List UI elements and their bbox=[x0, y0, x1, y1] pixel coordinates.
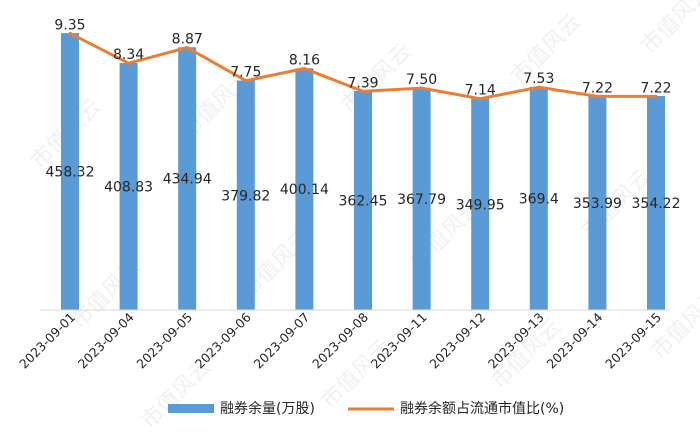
line-label-2023-09-06: 7.75 bbox=[230, 65, 261, 81]
bar-label-2023-09-13: 369.4 bbox=[519, 191, 559, 207]
line-point-2023-09-11 bbox=[420, 86, 424, 90]
line-point-2023-09-06 bbox=[244, 79, 248, 83]
bar-label-2023-09-11: 367.79 bbox=[397, 192, 446, 208]
bar-2023-09-06 bbox=[236, 80, 255, 310]
line-point-2023-09-04 bbox=[127, 61, 131, 65]
line-label-2023-09-07: 8.16 bbox=[289, 53, 320, 69]
legend-bar-label: 融券余量(万股) bbox=[220, 400, 315, 417]
line-label-2023-09-14: 7.22 bbox=[582, 80, 613, 96]
bar-label-2023-09-05: 434.94 bbox=[163, 172, 212, 188]
x-tick-2023-09-06: 2023-09-06 bbox=[192, 309, 254, 371]
bar-series bbox=[61, 33, 665, 311]
legend: 融券余量(万股) 融券余额占流通市值比(%) bbox=[168, 400, 564, 417]
legend-bar-swatch bbox=[168, 404, 214, 413]
bar-label-2023-09-14: 353.99 bbox=[573, 196, 622, 212]
bar-label-2023-09-01: 458.32 bbox=[46, 165, 95, 181]
line-point-2023-09-15 bbox=[654, 94, 658, 98]
line-point-2023-09-08 bbox=[361, 89, 365, 93]
line-point-2023-09-12 bbox=[478, 97, 482, 101]
line-point-2023-09-14 bbox=[595, 94, 599, 98]
line-label-2023-09-05: 8.87 bbox=[172, 32, 203, 48]
bar-2023-09-15 bbox=[647, 95, 665, 310]
bar-label-2023-09-04: 408.83 bbox=[104, 179, 153, 195]
legend-line-label: 融券余额占流通市值比(%) bbox=[400, 400, 564, 417]
bar-label-2023-09-07: 400.14 bbox=[280, 182, 329, 198]
bar-2023-09-08 bbox=[354, 91, 372, 310]
bar-2023-09-01 bbox=[61, 33, 79, 311]
bar-2023-09-13 bbox=[529, 86, 548, 310]
x-tick-2023-09-07: 2023-09-07 bbox=[251, 310, 313, 372]
x-tick-2023-09-01: 2023-09-01 bbox=[16, 310, 78, 372]
bar-2023-09-05 bbox=[178, 47, 197, 310]
line-label-2023-09-13: 7.53 bbox=[523, 71, 554, 87]
bar-label-2023-09-12: 349.95 bbox=[456, 197, 505, 213]
bar-data-labels: 458.32 408.83 434.94 379.82 400.14 362.45 367.… bbox=[46, 165, 681, 214]
watermark-text: 市值风云 bbox=[637, 0, 700, 59]
x-tick-2023-09-05: 2023-09-05 bbox=[133, 310, 195, 372]
line-point-2023-09-01 bbox=[68, 31, 72, 35]
line-data-labels: 9.35 8.34 8.87 7.75 8.16 7.39 7.50 7.14 7.53 7.22… bbox=[54, 17, 671, 98]
bar-2023-09-12 bbox=[471, 98, 490, 311]
bar-label-2023-09-08: 362.45 bbox=[339, 194, 388, 210]
line-label-2023-09-15: 7.22 bbox=[640, 80, 671, 96]
bar-2023-09-04 bbox=[119, 62, 138, 311]
line-point-2023-09-05 bbox=[185, 46, 189, 50]
bar-2023-09-14 bbox=[588, 96, 607, 310]
bar-label-2023-09-15: 354.22 bbox=[632, 196, 681, 212]
x-tick-labels: 2023-09-012023-09-042023-09-052023-09-06… bbox=[16, 309, 664, 371]
line-point-2023-09-07 bbox=[302, 67, 306, 71]
x-tick-2023-09-12: 2023-09-12 bbox=[426, 310, 488, 372]
bar-2023-09-07 bbox=[295, 68, 314, 310]
line-label-2023-09-01: 9.35 bbox=[54, 17, 85, 33]
line-label-2023-09-04: 8.34 bbox=[113, 47, 144, 63]
bar-label-2023-09-06: 379.82 bbox=[221, 188, 270, 204]
line-point-2023-09-13 bbox=[537, 85, 541, 89]
line-label-2023-09-11: 7.50 bbox=[406, 72, 437, 88]
line-series bbox=[68, 31, 658, 101]
line-label-2023-09-08: 7.39 bbox=[347, 75, 378, 91]
bar-2023-09-11 bbox=[412, 87, 431, 310]
line-label-2023-09-12: 7.14 bbox=[465, 83, 496, 99]
